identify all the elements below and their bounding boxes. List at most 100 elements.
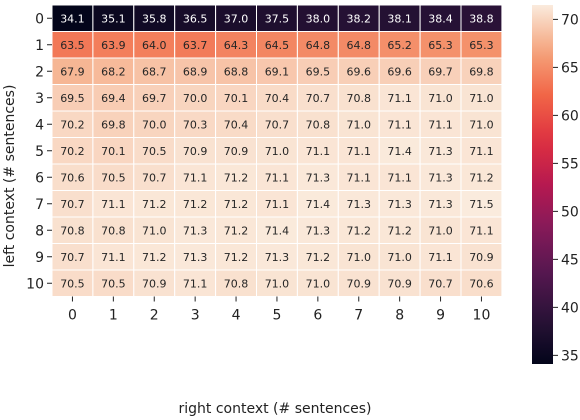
heatmap-cell — [215, 190, 258, 218]
cell-value-label: 69.6 — [387, 65, 412, 78]
heatmap-cell — [215, 243, 258, 271]
x-tick-label: 9 — [436, 308, 445, 324]
cell-value-label: 64.0 — [142, 39, 167, 52]
heatmap-cell — [378, 57, 421, 85]
cell-value-label: 71.1 — [469, 145, 494, 158]
cell-value-label: 69.6 — [347, 65, 372, 78]
colorbar-tick-label: 65 — [561, 60, 579, 76]
cell-value-label: 70.9 — [469, 251, 494, 264]
cell-value-label: 64.3 — [224, 39, 249, 52]
cell-value-label: 71.0 — [306, 277, 331, 290]
cell-value-label: 70.5 — [101, 171, 126, 184]
cell-value-label: 71.4 — [306, 198, 331, 211]
cell-value-label: 69.8 — [469, 65, 494, 78]
heatmap-cell — [378, 84, 421, 112]
heatmap-cell — [51, 137, 94, 165]
cell-value-label: 64.8 — [306, 39, 331, 52]
cell-value-label: 65.2 — [387, 39, 412, 52]
heatmap-cell — [296, 216, 339, 244]
x-tick-label: 10 — [473, 308, 491, 324]
cell-value-label: 69.7 — [428, 65, 453, 78]
cell-value-label: 70.0 — [183, 92, 208, 105]
heatmap-cell — [337, 163, 380, 191]
y-tick-label: 8 — [35, 223, 44, 239]
heatmap-cell — [256, 269, 298, 297]
cell-value-label: 71.2 — [183, 198, 208, 211]
cell-value-label: 70.1 — [224, 92, 249, 105]
x-tick-label: 3 — [191, 308, 200, 324]
cell-value-label: 64.5 — [265, 39, 290, 52]
heatmap-cell — [378, 110, 421, 138]
cell-value-label: 71.1 — [387, 118, 412, 131]
heatmap-cell — [133, 110, 176, 138]
cell-value-label: 71.4 — [387, 145, 412, 158]
cell-value-label: 71.0 — [347, 251, 372, 264]
cell-value-label: 70.0 — [142, 118, 167, 131]
heatmap-cell — [174, 190, 217, 218]
heatmap-cell — [460, 216, 503, 244]
heatmap-cell — [92, 110, 135, 138]
cell-value-label: 70.8 — [101, 224, 126, 237]
heatmap-cell — [460, 163, 503, 191]
cell-value-label: 71.1 — [347, 171, 372, 184]
cell-value-label: 70.3 — [183, 118, 208, 131]
cell-value-label: 68.9 — [183, 65, 208, 78]
heatmap-cell — [215, 269, 258, 297]
heatmap-cell — [92, 163, 135, 191]
cell-value-label: 71.3 — [265, 251, 290, 264]
heatmap-cell — [460, 57, 503, 85]
heatmap-cell — [51, 190, 94, 218]
cell-value-label: 70.2 — [60, 118, 85, 131]
cell-value-label: 71.2 — [469, 171, 494, 184]
x-axis-ticks: 0 1 2 3 4 5 6 7 8 9 10 — [68, 296, 491, 324]
heatmap-cell — [337, 190, 380, 218]
cell-value-label: 36.5 — [183, 12, 208, 25]
cell-value-label: 70.8 — [306, 118, 331, 131]
heatmap-cell — [133, 243, 176, 271]
heatmap-cell — [51, 57, 94, 85]
x-tick-label: 8 — [395, 308, 404, 324]
heatmap-cell — [256, 163, 298, 191]
heatmap-cell — [256, 137, 298, 165]
heatmap-cell — [296, 57, 339, 85]
y-tick-label: 5 — [35, 144, 44, 160]
heatmap-cell — [256, 243, 298, 271]
cell-value-label: 71.3 — [428, 198, 453, 211]
cell-value-label: 70.9 — [347, 277, 372, 290]
cell-value-label: 71.0 — [428, 92, 453, 105]
cell-value-label: 67.9 — [60, 65, 85, 78]
heatmap-cell — [296, 163, 339, 191]
cell-value-label: 71.2 — [306, 251, 331, 264]
y-tick-label: 3 — [35, 91, 44, 107]
heatmap-cell — [460, 137, 503, 165]
heatmap-cell — [92, 190, 135, 218]
cell-value-label: 71.1 — [428, 251, 453, 264]
heatmap-cell — [378, 216, 421, 244]
cell-value-label: 71.3 — [183, 251, 208, 264]
heatmap-cell — [378, 137, 421, 165]
x-tick-label: 2 — [150, 308, 159, 324]
cell-value-label: 70.4 — [265, 92, 290, 105]
cell-value-label: 71.0 — [347, 118, 372, 131]
y-tick-label: 7 — [35, 197, 44, 213]
x-tick-label: 7 — [354, 308, 363, 324]
heatmap-cell — [419, 216, 462, 244]
cell-value-label: 70.9 — [224, 145, 249, 158]
heatmap-cell — [419, 110, 462, 138]
heatmap-cell — [337, 216, 380, 244]
heatmap-cells: 34.1 35.1 35.8 36.5 37.0 37.5 38.0 38.2 38.1 38.4… — [51, 4, 503, 297]
heatmap-cell — [337, 31, 380, 59]
cell-value-label: 71.1 — [347, 145, 372, 158]
y-tick-label: 2 — [35, 64, 44, 80]
cell-value-label: 71.1 — [387, 92, 412, 105]
cell-value-label: 68.8 — [224, 65, 249, 78]
cell-value-label: 71.1 — [183, 277, 208, 290]
heatmap-cell — [215, 110, 258, 138]
heatmap-cell — [419, 4, 462, 32]
cell-value-label: 69.8 — [101, 118, 126, 131]
cell-value-label: 71.2 — [142, 251, 167, 264]
cell-value-label: 71.3 — [428, 145, 453, 158]
cell-value-label: 70.7 — [60, 251, 85, 264]
x-axis-label: right context (# sentences) — [178, 401, 371, 417]
